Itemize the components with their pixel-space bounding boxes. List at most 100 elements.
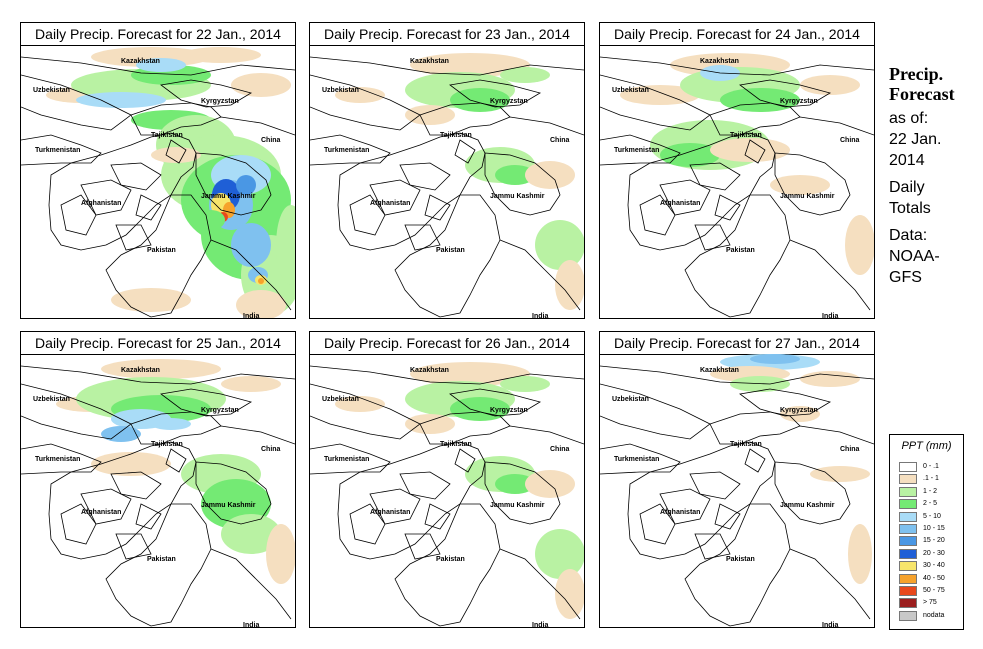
map-label-jammu_kashmir: Jammu Kashmir [490,502,545,509]
map-label-kyrgyzstan: Kyrgyzstan [201,407,239,414]
map-label-tajikistan: Tajikistan [730,132,762,139]
map-label-india: India [822,313,838,318]
boundary-line [600,383,711,440]
precip-area [405,105,455,125]
boundary-line [684,503,791,627]
legend-label: 50 - 75 [923,587,945,594]
boundary-line [48,132,197,251]
map-label-turkmenistan: Turkmenistan [35,456,80,463]
boundary-line [210,239,292,311]
legend-swatch [899,536,917,547]
boundary-line [659,488,711,525]
map-label-tajikistan: Tajikistan [440,441,472,448]
legend-swatch [899,586,917,596]
boundary-line [659,179,711,216]
map-label-turkmenistan: Turkmenistan [614,456,659,463]
map-label-pakistan: Pakistan [726,556,755,563]
boundary-line [484,461,561,525]
boundary-line [110,471,162,500]
precip-area [231,223,271,267]
boundary-line [115,224,152,251]
legend-swatch [899,499,917,510]
boundary-line [689,471,741,500]
map-label-jammu_kashmir: Jammu Kashmir [780,502,835,509]
precip-area [495,165,535,185]
boundary-line [424,503,451,530]
data-line2: NOAA- [889,248,940,265]
map-label-jammu_kashmir: Jammu Kashmir [490,193,545,200]
boundary-line [105,194,212,318]
boundary-line [639,194,676,236]
map-label-afghanistan: Afghanistan [660,200,700,207]
legend-label: 0 - .1 [923,463,939,470]
boundary-line [499,548,581,620]
precip-area [221,514,281,554]
panel-title: Daily Precip. Forecast for 26 Jan., 2014 [310,332,584,355]
boundary-line [21,365,295,385]
precip-area [335,87,385,103]
boundary-line [349,503,386,545]
boundary-line [404,533,441,560]
boundary-line [210,548,292,620]
map-label-china: China [261,137,281,144]
boundary-line [160,79,253,108]
map-label-turkmenistan: Turkmenistan [324,147,369,154]
precip-area [101,359,221,379]
precip-map: Kazakhstan Uzbekistan Kyrgyzstan Tajikistan… [310,362,584,627]
map-label-jammu_kashmir: Jammu Kashmir [201,193,256,200]
precip-area [848,524,872,584]
legend-label: 15 - 20 [923,537,945,545]
legend-label: 10 - 15 [923,525,945,532]
precip-area [770,175,830,195]
precip-area [750,354,800,364]
map-label-kazakhstan: Kazakhstan [410,367,449,374]
boundary-line [369,179,421,216]
precip-area [101,426,141,442]
legend-label: nodata [923,611,945,619]
boundary-line [600,443,681,475]
precip-area [221,376,281,392]
legend-swatch [899,548,917,559]
boundary-line [130,102,222,136]
boundary-line [419,411,511,445]
boundary-line [60,503,97,545]
boundary-line [600,365,874,385]
precip-area [236,175,256,195]
boundary-line [394,194,501,318]
boundary-line [799,425,874,445]
precip-layer [46,47,295,318]
asof-line3: 2014 [889,152,925,169]
map-label-kazakhstan: Kazakhstan [410,58,449,65]
precip-layer [710,354,872,584]
precip-area [845,215,874,275]
map-label-jammu_kashmir: Jammu Kashmir [780,193,835,200]
map-label-kyrgyzstan: Kyrgyzstan [490,98,528,105]
boundary-line [739,79,832,108]
precip-map: Kazakhstan Uzbekistan Kyrgyzstan Tajikistan… [600,354,874,627]
precip-area [181,47,261,63]
map-label-afghanistan: Afghanistan [81,509,121,516]
boundary-line [709,102,801,136]
map-label-afghanistan: Afghanistan [660,509,700,516]
totals-line2: Totals [889,200,931,217]
legend-label: > 75 [923,599,937,607]
boundary-line [195,461,272,525]
boundary-line [774,152,851,216]
precip-map: Kazakhstan Uzbekistan Kyrgyzstan Tajikistan… [310,53,584,318]
boundary-line [310,443,391,475]
map-label-uzbekistan: Uzbekistan [33,396,70,403]
map-label-china: China [840,446,860,453]
boundary-line [639,503,676,545]
boundary-line [424,194,451,221]
legend-swatch [899,610,917,621]
panel-title: Daily Precip. Forecast for 23 Jan., 2014 [310,23,584,46]
boundary-line [689,162,741,191]
legend-swatch [899,486,917,497]
legend-label: .1 - 1 [923,475,939,483]
border-layer [310,365,584,627]
map-label-pakistan: Pakistan [147,556,176,563]
boundary-line [789,548,871,620]
legend-title: PPT (mm) [901,440,952,452]
boundary-line [195,152,272,216]
boundary-line [600,74,711,131]
